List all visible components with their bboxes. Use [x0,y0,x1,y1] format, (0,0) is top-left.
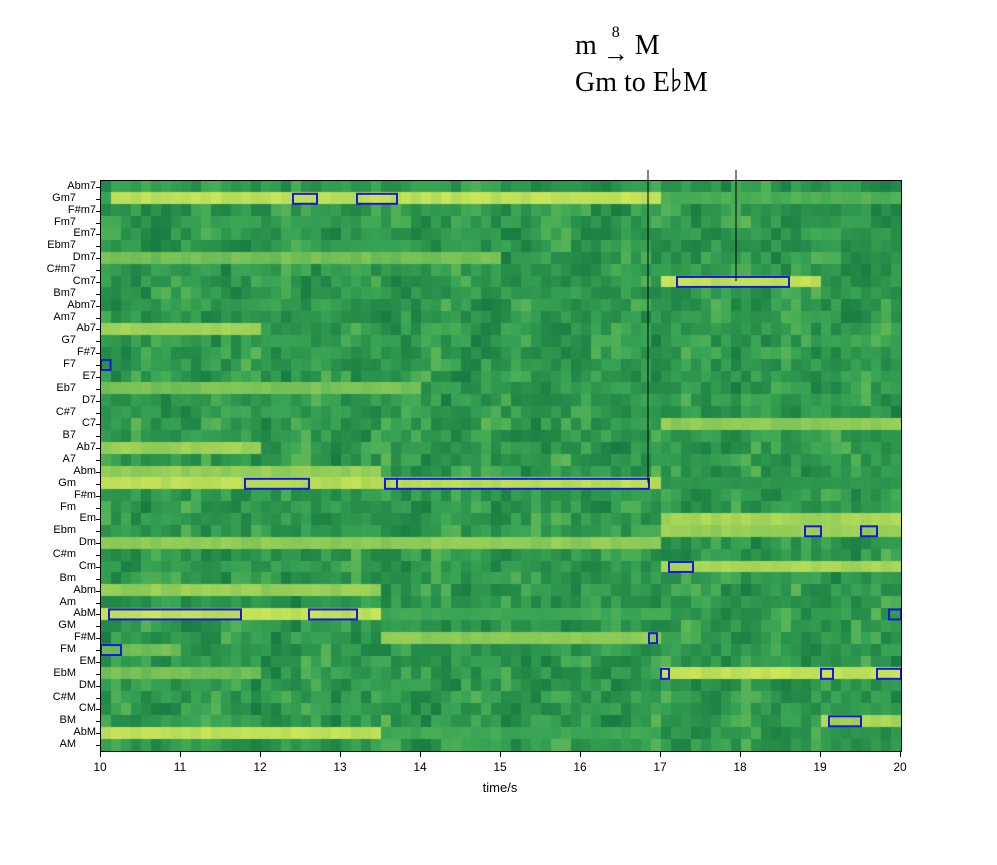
y-label: Am [60,596,77,608]
x-axis-labels: 1011121314151617181920 [100,752,900,782]
y-label: AM [60,738,77,750]
y-label: Dm7 [73,251,96,263]
y-label: AbM [73,607,96,619]
y-label: F#m [74,489,96,501]
y-label: Abm [73,465,96,477]
y-label: Fm7 [54,216,76,228]
x-label: 16 [573,760,586,774]
x-label: 19 [813,760,826,774]
x-label: 18 [733,760,746,774]
y-label: F#7 [77,346,96,358]
arrow-icon: → [603,41,629,67]
y-axis-labels: Abm7Gm7F#m7Fm7Em7Ebm7Dm7C#m7Cm7Bm7Abm7Am… [40,180,98,750]
flat-icon [670,67,683,93]
y-label: EbM [53,667,76,679]
annotation-capM: M [635,30,660,62]
y-label: Gm [58,477,76,489]
y-label: D7 [82,394,96,406]
x-label: 12 [253,760,266,774]
y-label: C#m [53,548,76,560]
y-label: Ebm [53,524,76,536]
y-label: CM [79,702,96,714]
y-label: Ebm7 [47,239,76,251]
heatmap-canvas [101,181,901,751]
page: m 8 → M Gm to EM Abm7Gm7F#m7Fm7Em7Ebm7Dm… [0,0,997,865]
y-label: Fm [60,501,76,513]
annotation-line-1: m 8 → M [575,25,708,67]
y-label: Abm7 [67,299,96,311]
x-label: 14 [413,760,426,774]
x-label: 11 [174,760,186,774]
y-label: Dm [79,536,96,548]
y-label: C7 [82,417,96,429]
y-label: BM [60,714,77,726]
y-label: Gm7 [52,192,76,204]
x-axis-title: time/s [100,780,900,795]
y-label: EM [80,655,97,667]
x-label: 10 [93,760,106,774]
y-label: Abm7 [67,180,96,192]
y-label: A7 [63,453,76,465]
annotation-m: m [575,30,597,62]
annotation-l2-prefix: Gm to E [575,67,670,98]
y-label: Ab7 [76,441,96,453]
y-label: E7 [83,370,96,382]
y-label: Em7 [73,227,96,239]
y-label: C#m7 [47,263,76,275]
y-label: Cm [79,560,96,572]
y-label: FM [60,643,76,655]
y-label: Cm7 [73,275,96,287]
y-label: Eb7 [56,382,76,394]
y-label: DM [79,679,96,691]
y-label: F#m7 [68,204,96,216]
annotation-line-2: Gm to E M [575,67,708,99]
y-label: G7 [61,334,76,346]
y-label: Abm [73,584,96,596]
annotation-arrow: 8 → [603,25,629,67]
chart: Abm7Gm7F#m7Fm7Em7Ebm7Dm7C#m7Cm7Bm7Abm7Am… [40,170,960,810]
x-label: 15 [493,760,506,774]
y-label: C#7 [56,406,76,418]
y-label: B7 [63,429,76,441]
y-label: AbM [73,726,96,738]
y-label: Bm7 [53,287,76,299]
y-label: F7 [63,358,76,370]
y-label: Am7 [53,311,76,323]
x-label: 17 [653,760,666,774]
x-label: 20 [893,760,906,774]
y-label: C#M [53,691,76,703]
annotation-block: m 8 → M Gm to E M [575,25,708,99]
y-label: Bm [60,572,77,584]
annotation-l2-suffix: M [683,67,708,98]
y-label: Em [80,512,97,524]
y-label: Ab7 [76,322,96,334]
plot-area [100,180,902,752]
x-label: 13 [333,760,346,774]
y-label: GM [58,619,76,631]
y-label: F#M [74,631,96,643]
